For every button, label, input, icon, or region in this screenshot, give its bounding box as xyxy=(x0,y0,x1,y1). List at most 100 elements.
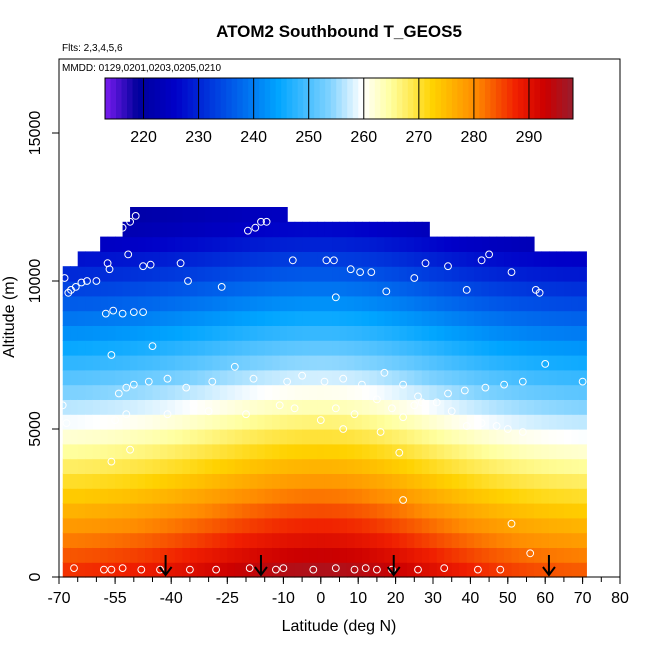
heatmap-cell xyxy=(174,503,184,519)
colorbar-swatch xyxy=(363,78,370,119)
heatmap-cell xyxy=(332,562,341,578)
observation-point xyxy=(148,342,157,351)
heatmap-cell xyxy=(496,443,505,460)
heatmap-cell xyxy=(272,532,281,548)
heatmap-cell xyxy=(466,488,475,504)
heatmap-cell xyxy=(339,429,348,445)
heatmap-cell xyxy=(317,384,326,400)
heatmap-cell xyxy=(436,384,445,400)
heatmap-cell xyxy=(152,503,161,519)
heatmap-cell xyxy=(451,384,460,400)
heatmap-cell xyxy=(92,281,101,297)
x-tick-label: 10 xyxy=(349,590,367,607)
heatmap-cell xyxy=(511,325,520,341)
x-tick-label: -40 xyxy=(160,590,183,607)
heatmap-cell xyxy=(361,355,371,371)
heatmap-cell xyxy=(511,399,520,415)
heatmap-cell xyxy=(384,443,393,460)
heatmap-cell xyxy=(504,488,513,504)
heatmap-cell xyxy=(391,384,400,400)
heatmap-cell xyxy=(571,488,580,504)
heatmap-cell xyxy=(436,547,445,563)
heatmap-cell xyxy=(70,369,79,386)
heatmap-cell xyxy=(466,281,475,297)
heatmap-cell xyxy=(384,295,393,312)
heatmap-cell xyxy=(174,399,184,415)
observation-point xyxy=(447,407,456,416)
heatmap-cell xyxy=(376,399,385,415)
heatmap-cell xyxy=(541,281,550,297)
heatmap-cell xyxy=(429,473,438,489)
heatmap-cell xyxy=(414,340,423,356)
heatmap-cell xyxy=(212,473,221,489)
heatmap-cell xyxy=(361,281,371,297)
heatmap-cell xyxy=(481,281,490,297)
heatmap-cell xyxy=(62,414,71,430)
heatmap-cell xyxy=(100,340,109,356)
heatmap-cell xyxy=(264,325,273,341)
heatmap-cell xyxy=(548,340,558,356)
observation-point xyxy=(320,377,329,386)
colorbar-swatch xyxy=(352,78,359,119)
heatmap-cell xyxy=(429,399,438,415)
heatmap-cell xyxy=(481,310,490,326)
colorbar-swatch xyxy=(330,78,337,119)
heatmap-cell xyxy=(107,384,116,400)
heatmap-cell xyxy=(204,251,213,267)
heatmap-cell xyxy=(451,295,460,312)
heatmap-cell xyxy=(459,266,468,282)
heatmap-cell xyxy=(548,458,558,474)
heatmap-cell xyxy=(332,369,341,386)
heatmap-cell xyxy=(414,532,423,548)
heatmap-cell xyxy=(107,473,116,489)
heatmap-cell xyxy=(317,473,326,489)
heatmap-cell xyxy=(182,340,191,356)
heatmap-cell xyxy=(204,384,213,400)
heatmap-cell xyxy=(406,414,415,430)
heatmap-cell xyxy=(548,517,558,534)
heatmap-cell xyxy=(346,266,356,282)
heatmap-cell xyxy=(70,295,79,312)
heatmap-cell xyxy=(167,266,176,282)
x-tick-label: -70 xyxy=(47,590,70,607)
heatmap-cell xyxy=(122,236,131,252)
heatmap-cell xyxy=(204,562,213,578)
heatmap-cell xyxy=(511,517,520,534)
heatmap-cell xyxy=(481,414,490,430)
colorbar-tick-label: 240 xyxy=(240,129,267,146)
heatmap-cell xyxy=(406,473,415,489)
heatmap-cell xyxy=(77,281,86,297)
colorbar-swatch xyxy=(396,78,403,119)
heatmap-cell xyxy=(122,369,131,386)
heatmap-cell xyxy=(406,488,415,504)
observation-point xyxy=(460,386,469,395)
heatmap-cell xyxy=(204,429,213,445)
heatmap-cell xyxy=(130,340,139,356)
heatmap-cell xyxy=(361,547,371,563)
heatmap-cell xyxy=(563,532,572,548)
heatmap-cell xyxy=(324,562,333,578)
heatmap-cell xyxy=(444,236,453,252)
heatmap-cell xyxy=(571,414,580,430)
heatmap-cell xyxy=(85,547,94,563)
observation-point xyxy=(569,235,578,244)
heatmap-cell xyxy=(264,458,273,474)
heatmap-cell xyxy=(548,369,558,386)
heatmap-cell xyxy=(481,355,490,371)
heatmap-cell xyxy=(459,384,468,400)
heatmap-cell xyxy=(519,429,528,445)
heatmap-cell xyxy=(556,399,565,415)
heatmap-cell xyxy=(137,266,146,282)
heatmap-cell xyxy=(563,517,572,534)
observation-point xyxy=(298,371,307,380)
heatmap-cell xyxy=(122,221,131,238)
heatmap-cell xyxy=(548,355,558,371)
colorbar-swatch xyxy=(484,78,491,119)
heatmap-cell xyxy=(77,473,86,489)
heatmap-cell xyxy=(578,429,587,445)
heatmap-cell xyxy=(302,414,311,430)
colorbar-swatch xyxy=(253,78,260,119)
heatmap-cell xyxy=(369,266,378,282)
heatmap-cell xyxy=(324,340,333,356)
heatmap-cell xyxy=(174,340,184,356)
